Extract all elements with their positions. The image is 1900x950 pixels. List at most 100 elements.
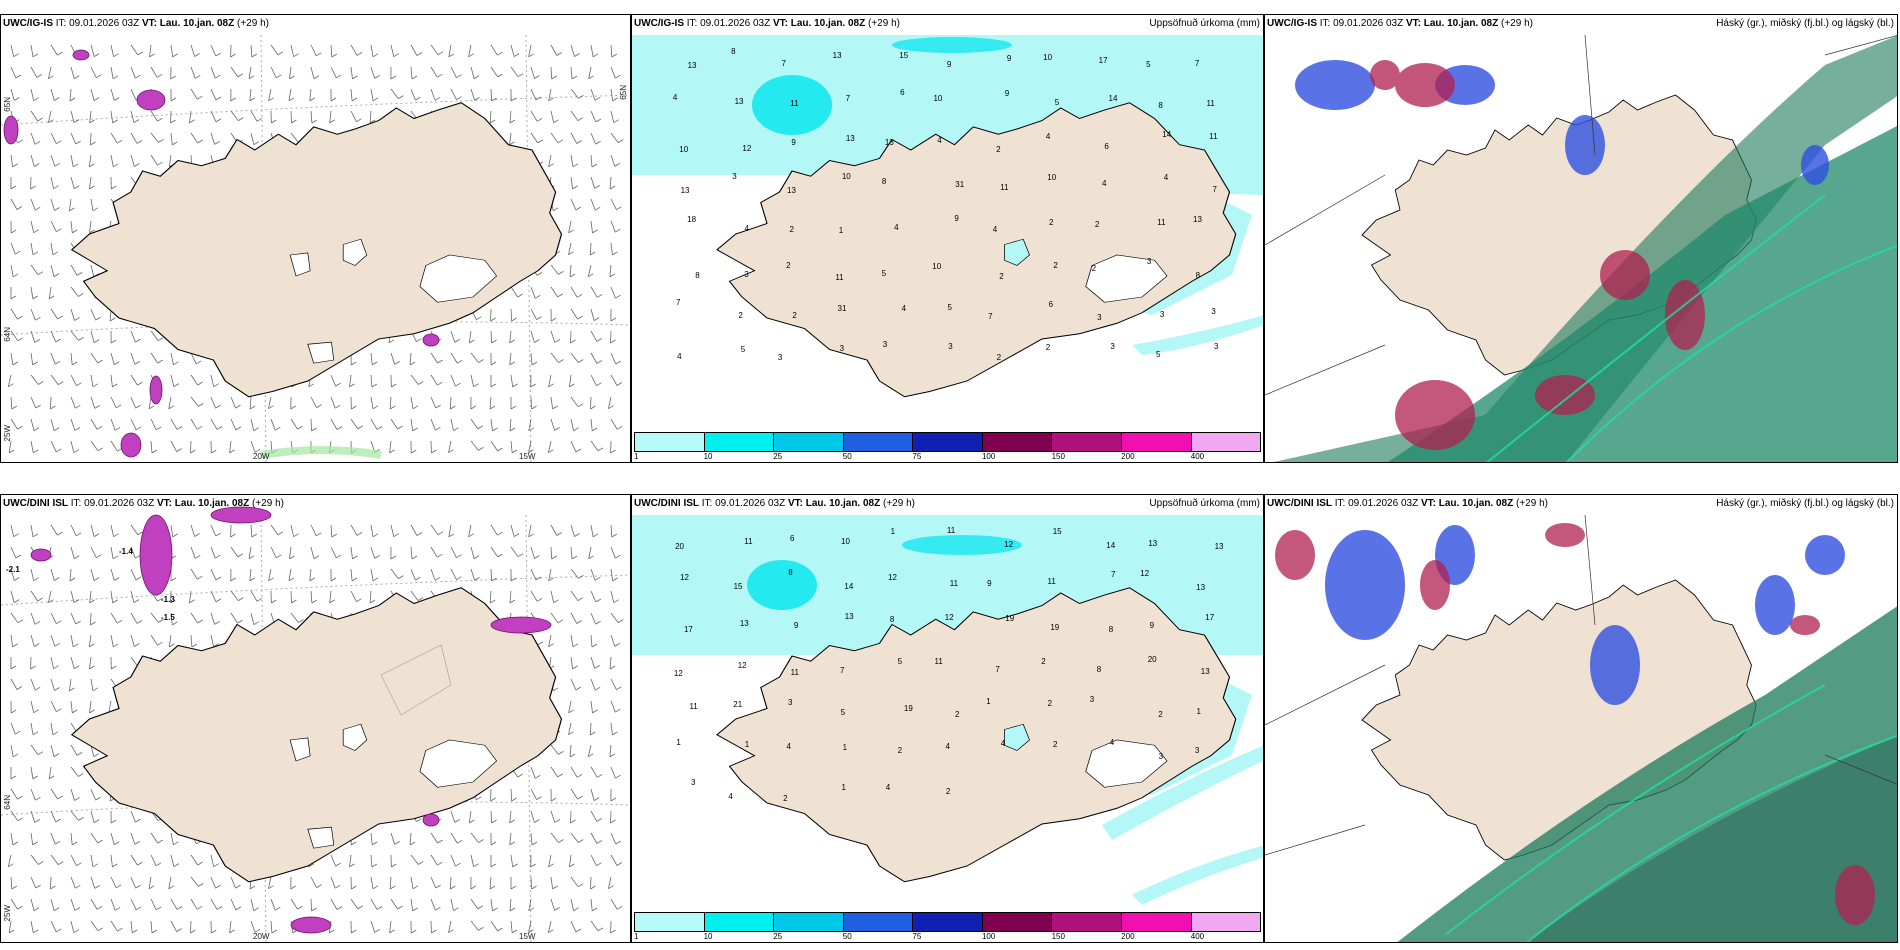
wind-barb [10, 876, 13, 890]
wind-barb [30, 612, 36, 625]
wind-barb-flag [168, 885, 175, 890]
precip-value: 3 [1213, 342, 1219, 352]
wind-barb [150, 898, 157, 910]
wind-barb [289, 66, 292, 79]
wind-barb [190, 612, 199, 624]
wind-barb [610, 590, 615, 603]
wind-panel-bottom[interactable]: UWC/DINI ISL IT: 09.01.2026 03Z VT: Lau.… [0, 494, 631, 943]
precip-panel-top[interactable]: UWC/IG-IS IT: 09.01.2026 03Z VT: Lau. 10… [631, 14, 1264, 463]
wind-barb [610, 330, 612, 344]
wind-barb-flag [595, 620, 601, 625]
wind-barb [90, 88, 95, 101]
wind-barb [570, 678, 577, 691]
wind-barb [590, 810, 598, 822]
wind-barb [88, 154, 92, 167]
precip-value: 13 [845, 134, 855, 143]
wind-barb [30, 88, 35, 101]
wind-barb [170, 898, 178, 910]
wind-barb [570, 154, 574, 167]
wind-barb [608, 876, 612, 889]
precip-legend: 1 10 25 50 75 100 150 200 400 [634, 912, 1261, 941]
wind-barb-flag [56, 228, 62, 233]
wind-barb-flag [112, 863, 118, 868]
wind-barb [570, 286, 578, 298]
legend-label: 50 [842, 932, 852, 941]
wind-barb [310, 110, 313, 124]
precip-value: 19 [903, 704, 913, 714]
wind-panel-top[interactable]: UWC/IG-IS IT: 09.01.2026 03Z VT: Lau. 10… [0, 14, 631, 463]
wind-barb [130, 132, 138, 144]
precip-panel-bottom[interactable]: UWC/DINI ISL IT: 09.01.2026 03Z VT: Lau.… [631, 494, 1264, 943]
legend-swatch [635, 433, 705, 451]
wind-barb [168, 876, 172, 889]
wind-barb-flag [517, 553, 524, 558]
wind-barb-flag [157, 161, 163, 166]
precip-value: 7 [1110, 570, 1116, 580]
wind-barb [550, 744, 559, 755]
wind-barb [569, 264, 572, 278]
wind-barb-flag [596, 338, 603, 342]
wind-barb [489, 590, 492, 604]
wind-barb [50, 132, 57, 144]
wind-barb-flag [71, 361, 78, 366]
wind-barb-flag [356, 52, 363, 56]
wind-barb-flag [176, 928, 182, 932]
cloud-panel-top[interactable]: UWC/IG-IS IT: 09.01.2026 03Z VT: Lau. 10… [1264, 14, 1898, 463]
cloud-panel-bottom[interactable]: UWC/DINI ISL IT: 09.01.2026 03Z VT: Lau.… [1264, 494, 1898, 943]
precip-value: 9 [987, 578, 992, 588]
wind-barb-flag [610, 929, 616, 934]
wind-barb-flag [356, 598, 362, 603]
wind-barb [70, 546, 75, 559]
wind-barb-flag [73, 665, 80, 669]
legend-label: 25 [773, 932, 783, 941]
wind-barb-flag [230, 577, 237, 582]
wind-barb-flag [229, 929, 235, 934]
wind-barb [150, 854, 157, 866]
wind-barb-flag [437, 381, 443, 386]
wind-barb-flag [237, 73, 244, 78]
precip-value: 13 [1148, 539, 1158, 549]
wind-barb [490, 330, 492, 344]
wind-barb [70, 744, 78, 756]
wind-barb [110, 396, 117, 408]
wind-barb-flag [550, 797, 557, 802]
wind-barb [90, 440, 99, 452]
precip-value: 2 [1045, 343, 1051, 353]
panel-header: UWC/DINI ISL IT: 09.01.2026 03Z VT: Lau.… [634, 498, 915, 509]
wind-barb [90, 198, 94, 211]
wind-barb [170, 920, 178, 932]
wind-barb [550, 44, 558, 56]
wind-barb [610, 44, 613, 58]
wind-barb-flag [553, 599, 559, 604]
wind-barb-flag [372, 577, 379, 582]
wind-barb [390, 88, 399, 99]
wind-barb-flag [590, 405, 596, 410]
wind-barb-flag [54, 642, 61, 647]
wind-barb-flag [308, 863, 315, 868]
wind-barb [570, 198, 577, 211]
precip-value: 4 [1102, 179, 1107, 189]
wind-barb-flag [490, 317, 496, 322]
wind-barb [50, 242, 54, 255]
wind-barb-flag [54, 840, 61, 845]
wind-barb [168, 154, 172, 167]
wind-barb [90, 524, 95, 537]
precip-value: 13 [734, 96, 744, 106]
wind-barb-flag [58, 381, 64, 385]
wind-barb-flag [536, 597, 543, 602]
precip-value: 15 [733, 581, 743, 591]
wind-barb [570, 876, 579, 887]
wind-barb [90, 66, 97, 78]
wind-barb [70, 396, 76, 409]
precip-value: 2 [1094, 220, 1100, 230]
wind-barb-flag [135, 884, 141, 889]
wind-barb-flag [237, 553, 244, 558]
wind-barb-flag [73, 929, 80, 934]
wind-barb [190, 920, 192, 934]
wind-barb-flag [276, 74, 282, 79]
precip-value: 4 [728, 792, 733, 802]
wind-barb-flag [12, 643, 18, 648]
wind-barb-flag [412, 907, 418, 912]
wind-barb [369, 110, 372, 124]
wind-barb [590, 286, 598, 298]
